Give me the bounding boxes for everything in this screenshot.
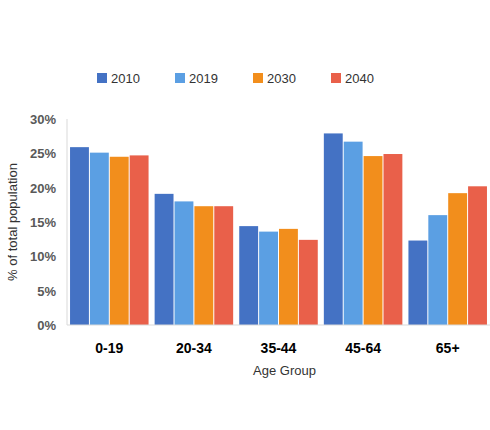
bar [155, 194, 174, 325]
bar [194, 206, 213, 325]
bar [324, 133, 343, 325]
bar [110, 157, 129, 325]
legend-swatch [175, 73, 185, 83]
bar [214, 206, 233, 325]
legend-swatch [97, 73, 107, 83]
x-tick-label: 0-19 [95, 340, 123, 356]
bar [259, 232, 278, 325]
legend-label: 2030 [267, 71, 296, 86]
legend-swatch [331, 73, 341, 83]
bar [279, 229, 298, 325]
bar [239, 226, 258, 325]
bar [408, 241, 427, 325]
bar [90, 153, 109, 325]
x-tick-label: 20-34 [176, 340, 212, 356]
x-tick-label: 35-44 [261, 340, 297, 356]
bar [383, 154, 402, 325]
chart-svg: 0% 5% 10% 15% 20% 25% 30% 0-19 20-34 35-44 45-64 65… [0, 0, 490, 430]
bar [428, 215, 447, 325]
y-axis-title: % of total population [5, 163, 20, 281]
x-axis-title: Age Group [253, 363, 316, 378]
legend-swatch [253, 73, 263, 83]
bar [344, 142, 363, 325]
legend-label: 2019 [189, 71, 218, 86]
x-tick-label: 65+ [436, 340, 460, 356]
bar [364, 156, 383, 325]
bars [70, 133, 487, 325]
bar [299, 240, 318, 325]
y-axis-line [67, 119, 68, 325]
bar [448, 193, 467, 325]
y-tick-label: 25% [30, 146, 56, 161]
legend-label: 2040 [345, 71, 374, 86]
legend-label: 2010 [111, 71, 140, 86]
x-axis-line [67, 325, 490, 326]
y-tick-label: 20% [30, 181, 56, 196]
y-tick-label: 30% [30, 112, 56, 127]
bar [70, 147, 89, 325]
y-tick-label: 5% [37, 284, 56, 299]
y-tick-label: 10% [30, 249, 56, 264]
y-tick-label: 0% [37, 318, 56, 333]
bar [130, 155, 149, 325]
bar [175, 201, 194, 325]
chart-container: 0% 5% 10% 15% 20% 25% 30% 0-19 20-34 35-44 45-64 65… [0, 0, 490, 430]
y-tick-label: 15% [30, 215, 56, 230]
bar [468, 186, 487, 325]
x-tick-label: 45-64 [345, 340, 381, 356]
